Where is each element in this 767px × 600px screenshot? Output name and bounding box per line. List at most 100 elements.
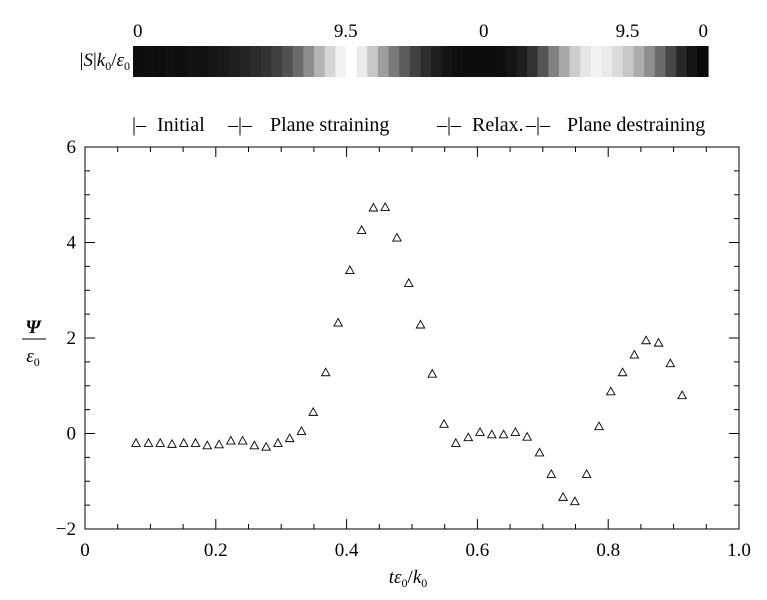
colorbar-cell: [356, 46, 368, 77]
data-point: [308, 406, 319, 416]
colorbar-cell: [303, 46, 315, 77]
data-point: [558, 491, 569, 501]
colorbar-cell: [644, 46, 656, 77]
colorbar-cell: [495, 46, 507, 77]
data-point: [190, 437, 201, 447]
data-point: [510, 426, 521, 436]
y-tick-label: 4: [67, 233, 77, 254]
phase-label-plane-straining: Plane straining: [270, 114, 389, 136]
colorbar-cell: [473, 46, 485, 77]
x-axis-label: tε0/k0: [389, 567, 428, 590]
colorbar-cell: [622, 46, 635, 77]
colorbar-cell: [463, 46, 475, 77]
colorbar-tick-label: 9.5: [334, 21, 358, 42]
colorbar-cell: [409, 46, 422, 77]
colorbar-cell: [676, 46, 688, 77]
colorbar-cell: [175, 46, 187, 77]
data-point: [427, 368, 438, 378]
colorbar-cell: [526, 46, 539, 77]
x-tick-label: 0.4: [335, 540, 359, 561]
colorbar-cell: [452, 46, 464, 77]
phase-labels: |– Initial –|– Plane straining –|– Relax…: [132, 114, 705, 136]
colorbar-cell: [335, 46, 347, 77]
colorbar-cell: [399, 46, 411, 77]
data-point: [534, 447, 545, 457]
colorbar-cell: [282, 46, 294, 77]
y-axis-label-denominator: ε0: [26, 346, 40, 369]
data-point: [463, 432, 474, 442]
y-tick-label: 0: [67, 424, 77, 445]
phase-marker-4: –|–: [525, 114, 551, 136]
data-point: [391, 232, 402, 242]
colorbar-cell: [431, 46, 443, 77]
data-point: [380, 202, 391, 211]
data-point: [368, 202, 379, 212]
colorbar: |S|k0/ε0 0 9.5 0 9.5 0: [80, 21, 709, 77]
colorbar-cell: [686, 46, 698, 77]
y-tick-label: 2: [67, 328, 77, 349]
phase-marker-2: –|–: [227, 114, 253, 136]
data-points: [131, 202, 688, 506]
colorbar-tick-label: 0: [699, 21, 709, 42]
x-tick-label: 0.2: [204, 540, 228, 561]
colorbar-cell: [228, 46, 241, 77]
data-point: [677, 390, 688, 400]
data-point: [605, 386, 616, 396]
colorbar-cell: [612, 46, 624, 77]
colorbar-cell: [484, 46, 496, 77]
y-tick-label: −2: [56, 519, 76, 540]
x-tick-label: 0.8: [596, 540, 620, 561]
data-point: [356, 224, 367, 234]
data-point: [296, 425, 307, 435]
data-point: [403, 277, 414, 287]
colorbar-cell: [164, 46, 177, 77]
colorbar-cell: [516, 46, 528, 77]
data-point: [214, 439, 225, 449]
colorbar-cell: [420, 46, 432, 77]
data-point: [641, 335, 652, 345]
colorbar-tick-label: 9.5: [616, 21, 640, 42]
colorbar-cell: [207, 46, 219, 77]
colorbar-cell: [186, 46, 198, 77]
colorbar-cell: [260, 46, 273, 77]
data-point: [629, 349, 640, 359]
colorbar-cell: [558, 46, 571, 77]
colorbar-cell: [441, 46, 454, 77]
y-axis-label-numerator: Ψ: [25, 317, 42, 338]
data-point: [167, 438, 177, 448]
colorbar-cell: [505, 46, 517, 77]
data-point: [581, 468, 592, 478]
y-axis-label: Ψ ε0: [22, 317, 46, 369]
data-point: [237, 435, 248, 445]
data-point: [344, 265, 355, 275]
x-tick-label: 0.6: [466, 540, 490, 561]
x-tick-labels: 0 0.2 0.4 0.6 0.8 1.0: [80, 540, 751, 561]
colorbar-cell: [367, 46, 379, 77]
data-point: [202, 440, 213, 450]
x-tick-label: 0: [80, 540, 90, 561]
data-point: [155, 437, 166, 447]
data-point: [486, 429, 497, 439]
colorbar-cell: [548, 46, 560, 77]
colorbar-cell: [590, 46, 603, 77]
data-point: [617, 367, 628, 377]
data-point: [415, 319, 426, 329]
phase-label-plane-destraining: Plane destraining: [567, 114, 705, 136]
colorbar-cell: [271, 46, 283, 77]
data-point: [522, 431, 533, 441]
colorbar-tick-label: 0: [133, 21, 143, 42]
plot-frame: [84, 146, 740, 530]
data-point: [653, 337, 664, 347]
colorbar-tick-labels: 0 9.5 0 9.5 0: [133, 21, 708, 42]
colorbar-cell: [218, 46, 230, 77]
data-point: [498, 429, 509, 439]
data-point: [665, 358, 676, 368]
data-point: [143, 437, 154, 447]
colorbar-cell: [250, 46, 262, 77]
data-point: [131, 437, 141, 447]
data-point: [272, 437, 283, 447]
colorbar-cell: [665, 46, 677, 77]
x-tick-label: 1.0: [727, 540, 751, 561]
colorbar-cell: [601, 46, 613, 77]
